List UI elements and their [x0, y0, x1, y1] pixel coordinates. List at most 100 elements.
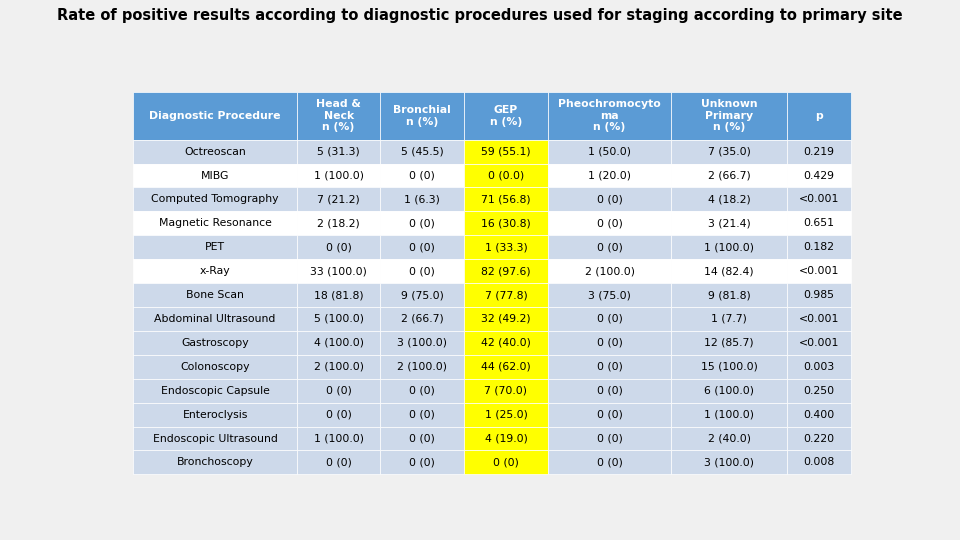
Text: 1 (20.0): 1 (20.0)	[588, 171, 631, 180]
Bar	[464, 379, 548, 403]
Text: Magnetic Resonance: Magnetic Resonance	[158, 218, 272, 228]
Bar	[133, 187, 297, 211]
Text: x-Ray: x-Ray	[200, 266, 230, 276]
Text: Head &
Neck
n (%): Head & Neck n (%)	[316, 99, 361, 132]
Text: 0 (0): 0 (0)	[409, 171, 435, 180]
Bar	[297, 307, 380, 331]
Text: 44 (62.0): 44 (62.0)	[481, 362, 531, 372]
Bar	[787, 307, 851, 331]
Text: 2 (100.0): 2 (100.0)	[314, 362, 364, 372]
Text: 7 (21.2): 7 (21.2)	[317, 194, 360, 205]
Bar	[787, 427, 851, 450]
Text: 71 (56.8): 71 (56.8)	[481, 194, 531, 205]
Bar	[464, 92, 548, 140]
Text: <0.001: <0.001	[799, 266, 839, 276]
Text: 0 (0): 0 (0)	[409, 434, 435, 443]
Text: 0 (0): 0 (0)	[596, 362, 622, 372]
Bar	[671, 427, 787, 450]
Bar	[464, 164, 548, 187]
Bar	[671, 283, 787, 307]
Bar	[133, 92, 297, 140]
Bar	[133, 427, 297, 450]
Text: 0.220: 0.220	[804, 434, 834, 443]
Text: 0 (0): 0 (0)	[325, 457, 351, 468]
Bar	[380, 283, 464, 307]
Bar	[380, 331, 464, 355]
Text: Enteroclysis: Enteroclysis	[182, 410, 248, 420]
Bar	[464, 235, 548, 259]
Bar	[297, 92, 380, 140]
Bar	[671, 379, 787, 403]
Bar	[671, 259, 787, 283]
Text: 3 (75.0): 3 (75.0)	[588, 290, 631, 300]
Text: MIBG: MIBG	[201, 171, 229, 180]
Bar	[787, 259, 851, 283]
Bar	[671, 211, 787, 235]
Bar	[548, 92, 671, 140]
Bar	[297, 403, 380, 427]
Text: Colonoscopy: Colonoscopy	[180, 362, 250, 372]
Text: 2 (18.2): 2 (18.2)	[317, 218, 360, 228]
Text: Gastroscopy: Gastroscopy	[181, 338, 249, 348]
Bar	[548, 211, 671, 235]
Bar	[464, 259, 548, 283]
Bar	[133, 140, 297, 164]
Bar	[133, 259, 297, 283]
Bar	[787, 450, 851, 474]
Text: 0.985: 0.985	[804, 290, 834, 300]
Text: 0.250: 0.250	[804, 386, 834, 396]
Bar	[380, 164, 464, 187]
Bar	[133, 403, 297, 427]
Bar	[133, 235, 297, 259]
Bar	[548, 403, 671, 427]
Text: 1 (50.0): 1 (50.0)	[588, 146, 631, 157]
Text: 5 (31.3): 5 (31.3)	[317, 146, 360, 157]
Bar	[297, 211, 380, 235]
Bar	[548, 379, 671, 403]
Text: 3 (21.4): 3 (21.4)	[708, 218, 751, 228]
Bar	[297, 331, 380, 355]
Bar	[297, 355, 380, 379]
Bar	[464, 283, 548, 307]
Bar	[297, 235, 380, 259]
Bar	[380, 379, 464, 403]
Text: Bone Scan: Bone Scan	[186, 290, 244, 300]
Text: 0 (0): 0 (0)	[325, 410, 351, 420]
Text: 0 (0): 0 (0)	[596, 338, 622, 348]
Bar	[671, 450, 787, 474]
Bar	[380, 450, 464, 474]
Bar	[787, 164, 851, 187]
Text: 0.400: 0.400	[804, 410, 834, 420]
Bar	[671, 355, 787, 379]
Bar	[548, 235, 671, 259]
Bar	[133, 211, 297, 235]
Bar	[464, 140, 548, 164]
Text: 5 (100.0): 5 (100.0)	[314, 314, 364, 324]
Text: 0 (0): 0 (0)	[596, 386, 622, 396]
Bar	[548, 259, 671, 283]
Text: 2 (40.0): 2 (40.0)	[708, 434, 751, 443]
Text: Diagnostic Procedure: Diagnostic Procedure	[150, 111, 281, 121]
Text: 1 (100.0): 1 (100.0)	[314, 434, 364, 443]
Bar	[297, 187, 380, 211]
Text: 9 (81.8): 9 (81.8)	[708, 290, 751, 300]
Bar	[380, 140, 464, 164]
Bar	[297, 379, 380, 403]
Bar	[380, 403, 464, 427]
Bar	[464, 427, 548, 450]
Text: 7 (77.8): 7 (77.8)	[485, 290, 527, 300]
Bar	[671, 331, 787, 355]
Text: Endoscopic Capsule: Endoscopic Capsule	[160, 386, 270, 396]
Bar	[464, 403, 548, 427]
Text: 6 (100.0): 6 (100.0)	[704, 386, 754, 396]
Text: Endoscopic Ultrasound: Endoscopic Ultrasound	[153, 434, 277, 443]
Bar	[548, 355, 671, 379]
Text: Computed Tomography: Computed Tomography	[152, 194, 278, 205]
Text: 42 (40.0): 42 (40.0)	[481, 338, 531, 348]
Text: 1 (6.3): 1 (6.3)	[404, 194, 441, 205]
Bar	[297, 427, 380, 450]
Text: 33 (100.0): 33 (100.0)	[310, 266, 367, 276]
Bar	[133, 164, 297, 187]
Text: 0 (0): 0 (0)	[596, 242, 622, 252]
Bar	[297, 140, 380, 164]
